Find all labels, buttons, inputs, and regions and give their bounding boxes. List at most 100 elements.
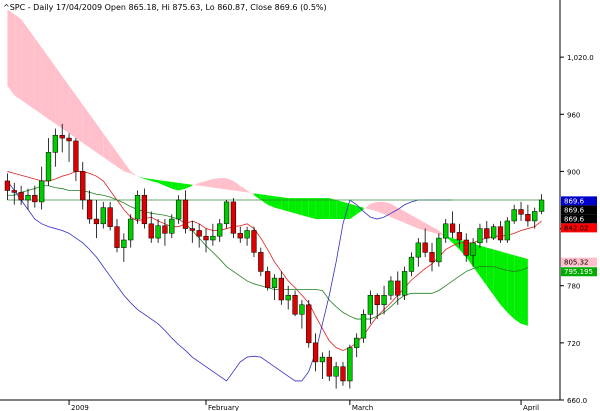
cloud-segment	[521, 257, 528, 326]
candle-up	[354, 337, 360, 348]
cloud-segment	[390, 203, 398, 220]
candle-down	[306, 304, 312, 344]
candle-up	[319, 356, 326, 363]
cloud-segment	[158, 180, 165, 186]
price-tag-label: 842.02	[564, 224, 589, 232]
cloud-segment	[432, 226, 439, 235]
candle-up	[217, 223, 223, 237]
candle-down	[203, 235, 209, 241]
cloud-segment	[336, 200, 343, 220]
candle-down	[278, 277, 284, 301]
candle-down	[196, 230, 202, 237]
candle-down	[141, 194, 148, 225]
x-tick-label: March	[352, 404, 373, 411]
price-tag-box	[561, 257, 597, 267]
cloud-segment	[404, 211, 412, 226]
cloud-segment	[301, 198, 309, 218]
candle-down	[497, 226, 504, 241]
cloud-segment	[62, 76, 70, 134]
candle-down	[93, 218, 100, 225]
candle-down	[326, 356, 332, 377]
candle-up	[271, 277, 278, 288]
cloud-segment	[226, 178, 234, 191]
y-tick-label: 660.0	[567, 397, 587, 405]
candle-down	[107, 207, 113, 227]
y-tick-label: 720	[567, 340, 580, 348]
cloud-segment	[164, 180, 172, 189]
cloud-segment	[96, 123, 104, 158]
cloud-segment	[123, 161, 131, 174]
candle-down	[189, 228, 195, 231]
candle-down	[59, 134, 65, 139]
cloud-segment	[34, 38, 42, 115]
cloud-segment	[308, 198, 316, 220]
cloud-segment	[199, 180, 207, 187]
price-tag-label: 805.32	[564, 259, 589, 267]
candle-up	[401, 271, 408, 296]
candle-up	[408, 256, 415, 272]
cloud-segment	[55, 66, 63, 129]
candle-down	[73, 140, 79, 172]
candle-down	[422, 242, 428, 253]
candle-up	[333, 366, 339, 377]
cloud-segment	[377, 201, 385, 215]
x-tick-label: 2009	[71, 404, 89, 411]
candle-up	[367, 294, 374, 315]
cloud-segment	[27, 28, 35, 110]
cloud-segment	[253, 193, 261, 200]
cloud-segment	[349, 203, 357, 220]
y-tick-label: 900	[567, 168, 580, 176]
candle-down	[395, 280, 401, 296]
candle-up	[121, 239, 127, 248]
candle-down	[340, 366, 346, 382]
candle-up	[443, 223, 449, 239]
cloud-segment	[370, 201, 378, 212]
candle-up	[511, 209, 517, 222]
candle-up	[25, 194, 31, 201]
candle-down	[86, 199, 93, 220]
cloud-segment	[384, 201, 391, 218]
cloud-segment	[247, 190, 254, 196]
candle-down	[525, 214, 531, 222]
cloud-segment	[267, 195, 275, 208]
candle-up	[477, 228, 483, 244]
cloud-segment	[7, 9, 15, 96]
x-tick-label: April	[523, 404, 539, 411]
cloud-segment	[315, 198, 323, 220]
cloud-segment	[411, 215, 419, 229]
cloud-segment	[69, 85, 76, 139]
candle-up	[360, 314, 367, 339]
candlesticks	[4, 123, 545, 389]
y-tick-label: 780	[567, 283, 580, 291]
candle-up	[436, 237, 442, 263]
cloud-segment	[151, 179, 159, 183]
candle-up	[244, 230, 250, 239]
candle-down	[18, 192, 24, 201]
cloud-segment	[486, 247, 494, 296]
cloud-segment	[41, 47, 49, 120]
candle-down	[11, 190, 17, 193]
candle-up	[223, 201, 230, 225]
chart-title: ^SPC - Daily 17/04/2009 Open 865.18, Hi …	[3, 3, 327, 12]
candle-up	[415, 242, 421, 258]
price-tag-box	[561, 223, 597, 233]
candle-up	[388, 280, 394, 296]
y-tick-label: 960	[567, 111, 580, 119]
cloud-segment	[452, 238, 460, 250]
cloud-segment	[500, 251, 508, 313]
candle-down	[162, 225, 168, 234]
cloud-segment	[14, 14, 22, 101]
cloud-segment	[110, 142, 117, 167]
cloud-segment	[219, 178, 227, 190]
candle-down	[32, 194, 38, 203]
cloud-segment	[130, 171, 138, 177]
candle-up	[175, 199, 182, 220]
cloud-segment	[206, 179, 213, 188]
cloud-segment	[445, 236, 453, 243]
cloud-segment	[329, 198, 337, 220]
candle-down	[449, 223, 456, 233]
price-tag-box	[561, 196, 597, 206]
candle-down	[230, 201, 237, 234]
cloud-segment	[479, 245, 487, 286]
